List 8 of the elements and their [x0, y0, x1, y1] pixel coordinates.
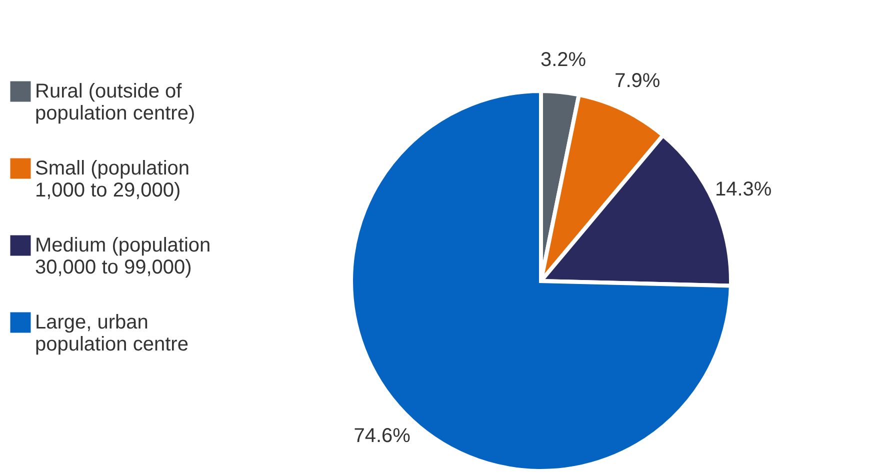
legend-label: Medium (population 30,000 to 99,000): [35, 234, 211, 278]
legend-label: Large, urban population centre: [35, 312, 188, 356]
data-label: 3.2%: [540, 49, 586, 72]
legend-label: Small (population 1,000 to 29,000): [35, 158, 190, 202]
legend-label: Rural (outside of population centre): [35, 80, 196, 124]
data-label: 74.6%: [354, 424, 411, 447]
data-label: 14.3%: [714, 178, 772, 201]
data-label: 7.9%: [614, 70, 660, 92]
